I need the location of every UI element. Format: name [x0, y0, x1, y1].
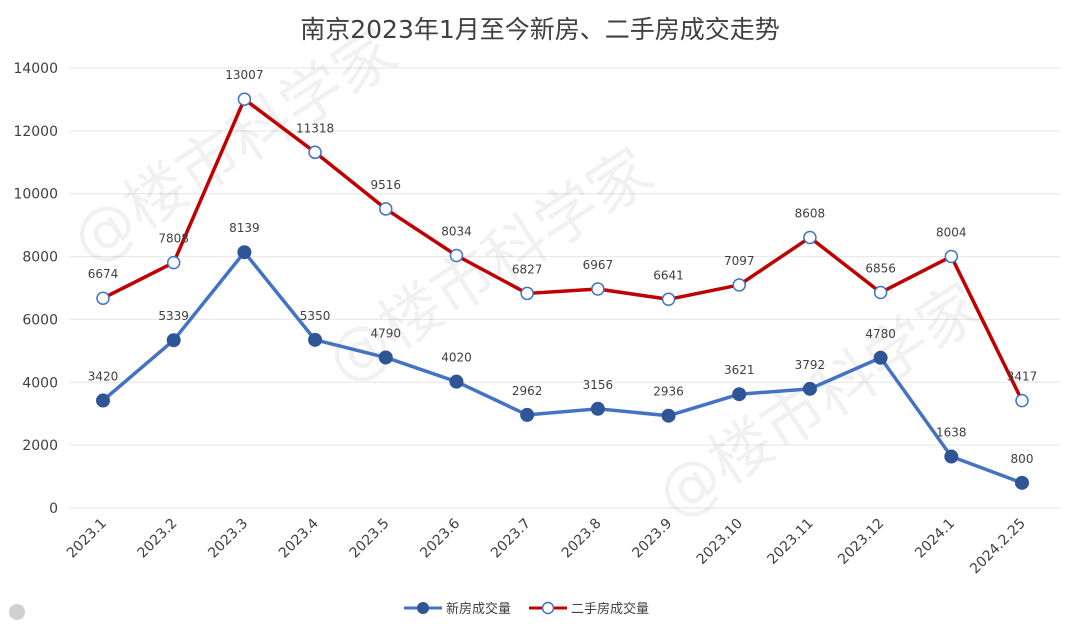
data-point [661, 408, 676, 423]
series-line [101, 97, 1024, 403]
x-tick-label: 2023.4 [276, 515, 322, 561]
series-group [96, 92, 1029, 490]
data-point [166, 333, 181, 348]
y-tick-label: 4000 [22, 375, 58, 391]
data-point [520, 286, 534, 301]
data-point [308, 332, 323, 347]
brand-text: 大数跨境 [56, 603, 128, 624]
x-tick-label: 2023.3 [205, 516, 251, 562]
data-point [379, 202, 393, 216]
data-point [96, 393, 110, 408]
data-label: 6827 [512, 262, 543, 276]
legend-marker [417, 602, 429, 614]
data-point [803, 230, 817, 245]
x-tick-label: 2024.1 [912, 516, 958, 562]
data-label: 3621 [724, 363, 755, 377]
data-label: 4780 [865, 327, 896, 341]
data-label: 6674 [88, 267, 119, 281]
data-label: 11318 [296, 121, 334, 135]
y-tick-label: 8000 [22, 250, 58, 266]
data-point [802, 381, 817, 396]
legend-label: 新房成交量 [446, 601, 511, 617]
data-point [873, 350, 888, 365]
data-labels: 3420 5339 8139 5350 4790 4020 2962 3156 2936 3621… [88, 68, 1038, 466]
data-point [378, 350, 393, 365]
data-point [732, 387, 747, 402]
brand-icon [9, 604, 25, 620]
y-tick-label: 6000 [22, 312, 58, 328]
data-point [449, 248, 464, 263]
data-point [237, 245, 252, 260]
x-tick-label: 2023.10 [694, 516, 746, 568]
y-tick-label: 14000 [13, 61, 58, 77]
data-label: 5339 [158, 309, 189, 323]
x-tick-label: 2023.12 [835, 516, 887, 568]
data-label: 3420 [88, 370, 119, 384]
data-label: 4790 [370, 326, 401, 340]
y-tick-label: 12000 [13, 124, 58, 140]
data-label: 5350 [300, 309, 331, 323]
x-tick-label: 2023.5 [347, 516, 393, 562]
y-tick-label: 10000 [13, 187, 58, 203]
data-label: 6641 [653, 268, 684, 282]
data-point [591, 282, 605, 296]
data-label: 7097 [724, 254, 755, 268]
legend-label: 二手房成交量 [571, 601, 649, 617]
watermark-text: @楼市科学家 [643, 269, 995, 533]
brand-logo: 大数跨境 [9, 603, 128, 624]
data-point [661, 292, 676, 307]
y-tick-label: 0 [49, 501, 58, 517]
data-label: 8034 [441, 225, 472, 239]
data-label: 8004 [936, 225, 967, 239]
x-tick-label: 2023.6 [417, 515, 463, 561]
data-label: 3156 [583, 378, 614, 392]
data-label: 6856 [865, 262, 896, 276]
data-label: 800 [1011, 452, 1034, 466]
x-tick-label: 2023.9 [629, 516, 675, 562]
data-label: 4020 [441, 351, 472, 365]
x-tick-label: 2023.2 [135, 516, 181, 562]
data-label: 9516 [370, 178, 401, 192]
x-axis-ticks: 2023.1 2023.2 2023.3 2023.4 2023.5 2023.6 2023… [64, 515, 1029, 577]
gridlines [70, 67, 1060, 509]
data-label: 13007 [225, 68, 263, 82]
data-label: 2936 [653, 385, 684, 399]
data-point [237, 92, 252, 106]
x-tick-label: 2023.8 [559, 516, 605, 562]
y-tick-label: 2000 [22, 438, 58, 454]
data-label: 3792 [795, 358, 826, 372]
data-point [732, 278, 746, 292]
data-point [166, 255, 181, 270]
data-label: 8139 [229, 221, 260, 235]
y-axis-ticks: 0 2000 4000 6000 8000 10000 12000 14000 [13, 61, 58, 517]
data-point [520, 407, 535, 422]
x-tick-label: 2023.1 [64, 516, 110, 562]
data-point [944, 249, 959, 264]
data-point [1015, 475, 1029, 490]
data-point [96, 291, 110, 305]
data-point [308, 145, 322, 160]
series-line [101, 250, 1024, 485]
data-point [590, 401, 605, 416]
data-point [1015, 393, 1029, 408]
data-label: 2962 [512, 384, 543, 398]
legend-marker [541, 601, 555, 615]
data-point [449, 374, 464, 389]
data-label: 3417 [1007, 370, 1038, 384]
data-label: 8608 [795, 206, 826, 220]
data-point [944, 449, 959, 464]
x-tick-label: 2024.2.25 [967, 516, 1029, 578]
data-label: 7808 [158, 232, 189, 246]
data-label: 6967 [583, 258, 614, 272]
chart-title: 南京2023年1月至今新房、二手房成交走势 [300, 15, 780, 44]
x-tick-label: 2023.7 [488, 516, 534, 562]
data-point [873, 285, 888, 300]
x-tick-label: 2023.11 [764, 516, 816, 568]
data-label: 1638 [936, 426, 967, 440]
legend: 新房成交量 二手房成交量 [404, 601, 649, 617]
watermark-text: @楼市科学家 [58, 14, 410, 278]
